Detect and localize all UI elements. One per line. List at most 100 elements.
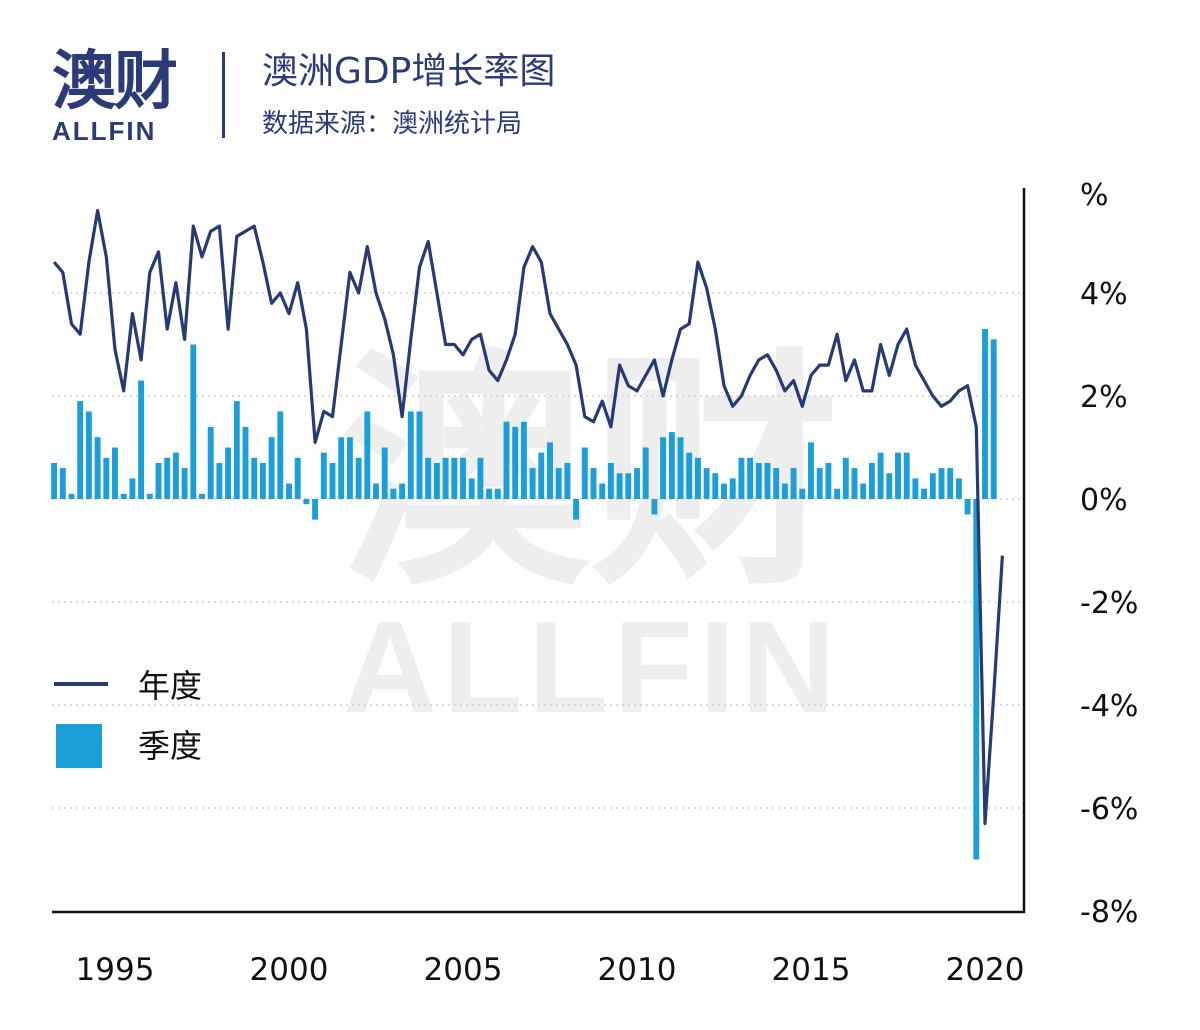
quarterly-bar bbox=[233, 401, 240, 499]
quarterly-bar bbox=[259, 462, 266, 499]
watermark: 澳财 ALLFIN bbox=[340, 328, 841, 740]
quarterly-bar bbox=[755, 462, 762, 499]
quarterly-bar bbox=[172, 452, 179, 499]
quarterly-bar bbox=[59, 468, 66, 499]
quarterly-bar bbox=[425, 457, 432, 499]
quarterly-bar bbox=[486, 488, 493, 499]
y-tick-label: -8% bbox=[1080, 895, 1138, 930]
quarterly-bar bbox=[747, 457, 754, 499]
quarterly-bar bbox=[286, 483, 292, 499]
legend-item-annual: 年度 bbox=[52, 660, 272, 710]
quarterly-bar bbox=[520, 421, 527, 499]
quarterly-bar bbox=[790, 468, 797, 499]
quarterly-bar bbox=[590, 468, 597, 499]
chart-title: 澳洲GDP增长率图 bbox=[262, 51, 556, 92]
quarterly-bar bbox=[738, 457, 745, 499]
legend-bar-swatch bbox=[56, 724, 102, 768]
quarterly-bar bbox=[277, 411, 284, 499]
quarterly-bar bbox=[694, 457, 701, 499]
x-tick-label: 2020 bbox=[946, 952, 1025, 988]
quarterly-bar bbox=[303, 499, 310, 505]
quarterly-bar bbox=[668, 432, 675, 499]
quarterly-bar bbox=[529, 468, 536, 499]
quarterly-bar bbox=[712, 473, 719, 499]
quarterly-bar bbox=[912, 478, 919, 499]
legend-label-annual: 年度 bbox=[138, 667, 203, 705]
quarterly-bar bbox=[381, 447, 388, 499]
quarterly-bar bbox=[294, 457, 301, 499]
quarterly-bar bbox=[190, 344, 197, 499]
quarterly-bar bbox=[364, 411, 371, 499]
quarterly-bar bbox=[477, 457, 484, 499]
y-tick-label: 4% bbox=[1080, 277, 1128, 312]
quarterly-bar bbox=[216, 462, 223, 499]
quarterly-bar bbox=[320, 452, 327, 499]
quarterly-bar bbox=[808, 442, 814, 499]
quarterly-bar bbox=[799, 488, 806, 499]
y-axis-ticks: 4% 2% 0% -2% -4% -6% -8% bbox=[1080, 277, 1138, 930]
y-tick-label: -2% bbox=[1080, 586, 1138, 621]
quarterly-bar bbox=[138, 380, 145, 499]
quarterly-bar bbox=[651, 499, 658, 515]
quarterly-bar bbox=[929, 473, 936, 499]
quarterly-bar bbox=[268, 437, 275, 499]
quarterly-bar bbox=[433, 462, 440, 499]
quarterly-bar bbox=[112, 447, 118, 499]
quarterly-bar bbox=[773, 468, 780, 499]
x-tick-label: 2015 bbox=[772, 952, 851, 988]
quarterly-bar bbox=[346, 437, 353, 499]
quarterly-bar bbox=[129, 478, 136, 499]
quarterly-bar bbox=[199, 493, 205, 499]
legend-line-swatch bbox=[54, 682, 108, 686]
watermark-english: ALLFIN bbox=[343, 594, 841, 740]
quarterly-bar bbox=[460, 457, 466, 499]
legend-label-quarterly: 季度 bbox=[138, 727, 203, 765]
x-tick-label: 2005 bbox=[424, 952, 503, 988]
quarterly-bar bbox=[686, 452, 693, 499]
quarterly-bar bbox=[634, 468, 640, 499]
quarterly-bar bbox=[494, 488, 501, 499]
quarterly-bar bbox=[390, 488, 397, 499]
quarterly-bar bbox=[973, 499, 980, 860]
quarterly-bar bbox=[120, 493, 127, 499]
quarterly-bar bbox=[677, 437, 684, 499]
quarterly-bar bbox=[103, 457, 110, 499]
quarterly-bar bbox=[938, 468, 945, 499]
quarterly-bar bbox=[895, 452, 901, 499]
logo-english-text: ALLFIN bbox=[52, 116, 157, 146]
quarterly-bar bbox=[616, 473, 623, 499]
x-tick-label: 2010 bbox=[598, 952, 677, 988]
quarterly-bar bbox=[781, 483, 788, 499]
quarterly-bar bbox=[825, 462, 832, 499]
quarterly-bar bbox=[955, 478, 962, 499]
quarterly-bar bbox=[703, 468, 710, 499]
quarterly-bar bbox=[355, 457, 362, 499]
annual-line-group bbox=[52, 209, 1004, 826]
quarterly-bar bbox=[146, 493, 153, 499]
quarterly-bars bbox=[51, 329, 997, 860]
quarterly-bar bbox=[842, 457, 849, 499]
quarterly-bar bbox=[242, 426, 249, 499]
y-axis-unit-label: % bbox=[1080, 178, 1109, 213]
quarterly-bar bbox=[538, 452, 545, 499]
quarterly-bar bbox=[312, 499, 319, 520]
quarterly-bar bbox=[155, 462, 162, 499]
y-tick-label: -6% bbox=[1080, 792, 1138, 827]
quarterly-bar bbox=[503, 421, 510, 499]
quarterly-bar bbox=[607, 462, 614, 499]
quarterly-bar bbox=[903, 452, 910, 499]
quarterly-bar bbox=[573, 499, 580, 520]
quarterly-bar bbox=[625, 473, 632, 499]
quarterly-bar bbox=[834, 488, 841, 499]
quarterly-bar bbox=[660, 437, 667, 499]
quarterly-bar bbox=[816, 468, 823, 499]
axes bbox=[52, 188, 1026, 914]
quarterly-bar bbox=[921, 488, 928, 499]
quarterly-bar bbox=[164, 457, 171, 499]
x-tick-label: 1995 bbox=[76, 952, 155, 988]
quarterly-bar bbox=[886, 473, 893, 499]
quarterly-bar bbox=[851, 468, 858, 499]
annual-growth-line bbox=[52, 209, 1004, 826]
quarterly-bar bbox=[547, 442, 553, 499]
